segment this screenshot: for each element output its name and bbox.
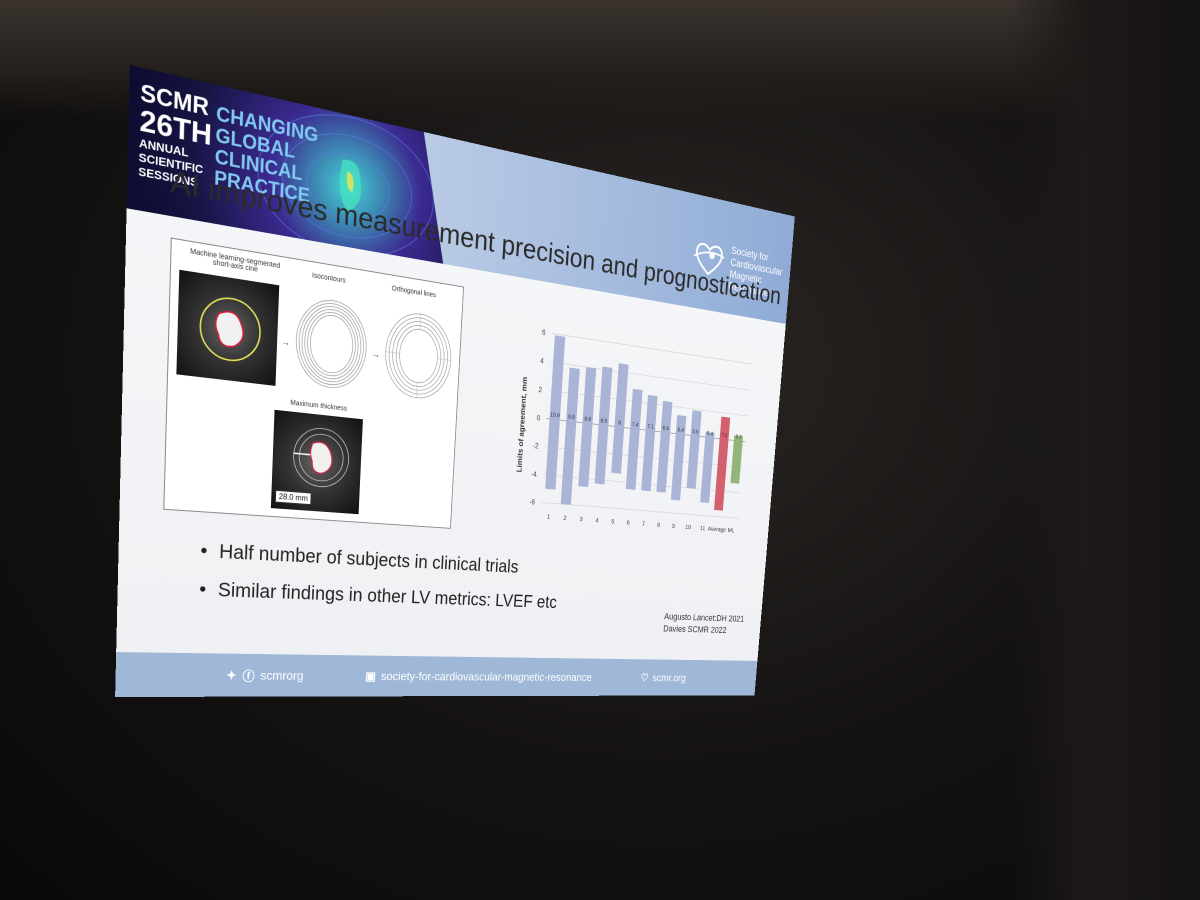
chart-bar-label: 6.8: [662, 425, 669, 432]
thickness-measurement-label: 28.0 mm: [275, 490, 312, 505]
isocontour-ring-icon: [291, 292, 373, 396]
segmentation-overlay-icon: [176, 270, 279, 386]
chart-bar-label: 8.5: [600, 417, 607, 424]
chart-bar-label: 5.4: [707, 430, 713, 437]
chart-bar-label: 8.6: [584, 415, 591, 422]
twitter-icon: ✦: [226, 668, 237, 683]
mri-thickness-image: 28.0 mm: [271, 410, 363, 514]
reference-line: Davies SCMR 2022: [663, 623, 744, 637]
chart-bar-label: 5.9: [692, 428, 699, 435]
chart-x-tick-label: 6: [627, 519, 631, 526]
chart-x-tick-label: 9: [672, 523, 676, 530]
chart-bar: [626, 389, 643, 490]
footer-social-handle: scmrorg: [260, 668, 304, 682]
chart-x-ticks: 1 2 3 4 5 6 7 8 9 10 11 Average ML: [547, 513, 735, 534]
chart-bar: [687, 410, 702, 488]
bullet-text: Half number of subjects in clinical tria…: [219, 541, 519, 577]
chart-y-tick-label: 0: [537, 414, 541, 422]
bullet-text: Similar findings in other LV metrics: LV…: [218, 580, 558, 613]
arrow-icon: →: [281, 336, 291, 347]
chart-bar: [578, 367, 596, 487]
footer-linkedin: ▣ society-for-cardiovascular-magnetic-re…: [365, 669, 592, 684]
bullet-dot-icon: •: [199, 579, 207, 602]
arrow-icon: →: [371, 349, 380, 360]
chart-bar: [641, 395, 657, 491]
footer-website: ♡ scmr.org: [640, 671, 686, 684]
limits-of-agreement-chart: -6 -4 -2 0 2 4 6 10.9 9.8 8.6 8.5 8 7.4 7.1 6.8 6.4 5.9…: [510, 320, 757, 543]
chart-x-tick-label: 5: [611, 518, 615, 525]
linkedin-icon: ▣: [365, 669, 376, 684]
chart-y-tick-label: 6: [542, 328, 546, 337]
figure-label-isocontours: Isocontours: [291, 269, 365, 288]
chart-gridline: [550, 362, 750, 390]
chart-x-tick-label: Average: [708, 525, 727, 533]
chart-x-tick-label: ML: [727, 527, 734, 534]
chart-x-tick-label: 3: [579, 516, 583, 523]
references: Augusto Lancet:DH 2021 Davies SCMR 2022: [663, 611, 745, 637]
chart-bar: [611, 363, 628, 473]
chart-x-tick-label: 2: [563, 514, 567, 521]
bullet-list: • Half number of subjects in clinical tri…: [198, 540, 559, 627]
chart-x-tick-label: 10: [685, 524, 691, 531]
projection-screen: SCMR 26TH ANNUAL SCIENTIFIC SESSIONS CHA…: [115, 65, 795, 697]
slide-footer: ✦ ⓕ scmrorg ▣ society-for-cardiovascular…: [115, 652, 757, 697]
chart-y-tick-label: 2: [538, 385, 542, 394]
chart-x-tick-label: 4: [595, 517, 599, 524]
footer-social: ✦ ⓕ scmrorg: [226, 666, 304, 684]
chart-bar-label: 9.8: [568, 413, 575, 420]
chart-y-tick-label: -6: [529, 498, 535, 506]
chart-y-axis-label: Limits of agreement, mm: [516, 376, 530, 473]
figure-label-orthogonal: Orthogonal lines: [374, 282, 452, 301]
chart-bar-label: 7.2: [721, 432, 727, 439]
mri-short-axis-image: [176, 270, 279, 386]
heart-logo-icon: ♡: [640, 671, 649, 684]
methods-figure: Machine learning-segmented short-axis ci…: [163, 237, 464, 528]
chart-bar: [700, 432, 714, 503]
presentation-slide: SCMR 26TH ANNUAL SCIENTIFIC SESSIONS CHA…: [115, 65, 795, 697]
chart-bar-label: 3.7: [735, 434, 741, 441]
room-wall: [1010, 0, 1200, 900]
orthogonal-lines-ring-icon: [380, 306, 457, 406]
chart-bar: [656, 401, 672, 493]
chart-y-tick-label: -2: [533, 442, 539, 451]
chart-bar: [561, 368, 580, 505]
chart-gridline: [552, 333, 752, 364]
chart-bar-label: 7.4: [632, 421, 639, 428]
facebook-icon: ⓕ: [242, 666, 255, 684]
chart-bar-label: 7.1: [647, 423, 654, 430]
chart-bar-label: 6.4: [677, 427, 684, 434]
chart-bar: [714, 417, 730, 511]
bullet-dot-icon: •: [200, 540, 208, 563]
chart-bar-label: 8: [618, 419, 621, 426]
chart-y-tick-label: 4: [540, 357, 544, 366]
chart-y-ticks: -6 -4 -2 0 2 4 6: [529, 328, 546, 506]
footer-website-url: scmr.org: [652, 672, 686, 684]
chart-bar: [730, 435, 743, 483]
chart-bar: [595, 367, 613, 485]
chart-x-tick-label: 8: [657, 522, 661, 529]
chart-bar-label: 10.9: [550, 411, 560, 419]
chart-y-tick-label: -4: [531, 470, 537, 479]
chart-x-tick-label: 1: [547, 513, 551, 520]
footer-linkedin-handle: society-for-cardiovascular-magnetic-reso…: [381, 669, 592, 683]
chart-x-tick-label: 11: [700, 525, 706, 532]
bullet-item: • Half number of subjects in clinical tri…: [200, 540, 560, 580]
bullet-item: • Similar findings in other LV metrics: L…: [199, 579, 558, 613]
chart-x-tick-label: 7: [642, 520, 646, 527]
